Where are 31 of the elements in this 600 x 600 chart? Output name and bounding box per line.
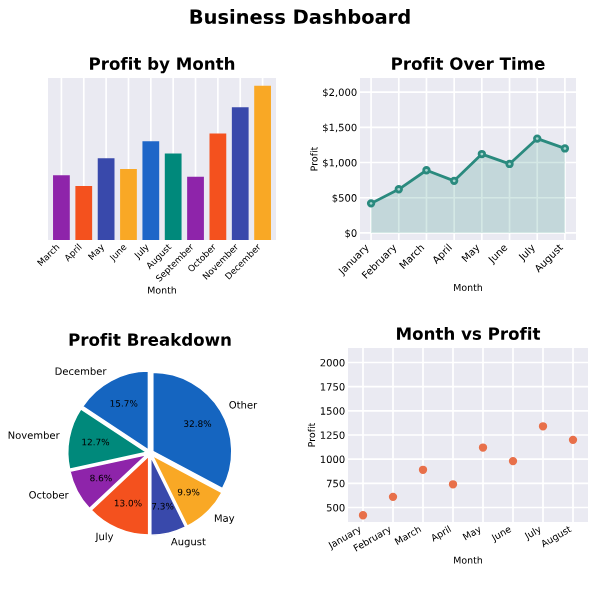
point xyxy=(478,443,488,452)
point xyxy=(560,144,570,153)
point xyxy=(388,492,398,502)
point xyxy=(477,149,487,159)
bar xyxy=(97,158,115,240)
bar xyxy=(75,186,93,240)
bar xyxy=(209,133,227,240)
text: Business Dashboard xyxy=(190,9,410,25)
chart-title: Profit by Month xyxy=(90,57,235,74)
point xyxy=(505,159,514,169)
bar xyxy=(164,153,182,240)
bar xyxy=(254,85,271,240)
bar xyxy=(120,169,137,240)
point xyxy=(418,465,428,474)
bar xyxy=(187,176,204,240)
point xyxy=(568,435,578,444)
point xyxy=(538,422,548,431)
chart-title: Profit Over Time xyxy=(392,57,545,70)
chart-title: Month vs Profit xyxy=(397,327,541,340)
point xyxy=(449,176,459,185)
point xyxy=(394,185,403,194)
bar xyxy=(142,141,160,240)
point xyxy=(422,166,431,175)
point xyxy=(358,511,368,520)
point xyxy=(366,199,376,208)
bar xyxy=(231,107,249,240)
point xyxy=(533,134,542,143)
point xyxy=(448,480,458,489)
point xyxy=(508,456,518,466)
bar xyxy=(53,175,70,240)
chart-title: Profit Breakdown xyxy=(69,333,231,346)
